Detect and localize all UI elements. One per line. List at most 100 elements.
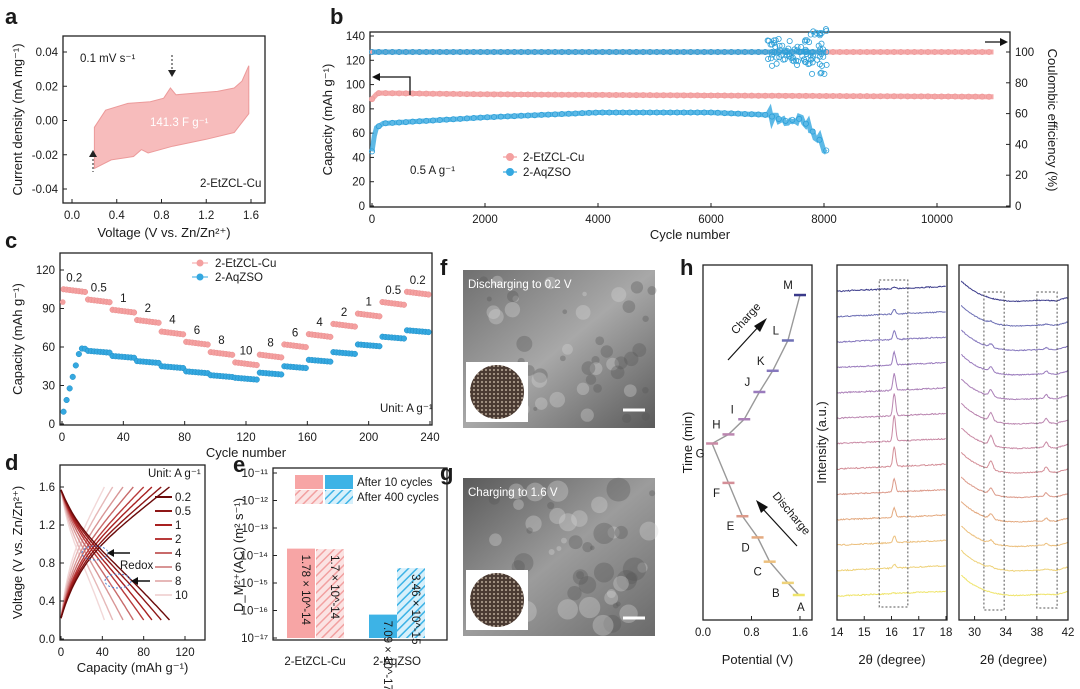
x-axis-label: Capacity (mAh g⁻¹) [77, 660, 189, 675]
sem-texture [548, 549, 555, 556]
ce-marker [402, 49, 409, 56]
capacity-marker [430, 90, 437, 97]
ce-marker [877, 49, 884, 56]
panel-letter: c [5, 228, 17, 253]
legend-label: 0.5 [175, 506, 191, 518]
rate-label: 2 [341, 307, 347, 319]
sem-texture [614, 356, 628, 370]
sem-texture [525, 482, 545, 502]
ce-marker [504, 49, 511, 56]
x-tick-label: 14 [831, 627, 844, 639]
sem-texture [607, 526, 620, 539]
y-tick-label: 0.4 [39, 596, 56, 608]
ce-marker [687, 49, 694, 56]
y-tick-label: 80 [352, 104, 365, 116]
sem-texture [567, 585, 582, 601]
y-axis-label: Current density (mA mg⁻¹) [10, 43, 25, 195]
capacity-marker [443, 90, 450, 97]
y-tick-label: 0.04 [36, 47, 59, 59]
capacity-marker [416, 118, 423, 125]
ce-noise-marker [820, 53, 827, 60]
ce-marker [660, 49, 667, 56]
sem-texture [641, 412, 650, 421]
legend-label: 1 [175, 520, 181, 532]
ce-marker [368, 49, 375, 56]
sem-texture [526, 527, 533, 534]
ce-marker [674, 49, 681, 56]
ce-noise-marker [802, 38, 809, 45]
y-tick-label: 60 [352, 128, 365, 140]
x-tick-label: 17 [912, 627, 925, 639]
rate-marker-etzcl [155, 319, 162, 326]
capacity-marker [470, 115, 477, 122]
sem-texture [642, 386, 649, 394]
capacity-marker [979, 93, 986, 100]
capacity-marker [674, 92, 681, 99]
legend-label: 2-AqZSO [215, 272, 263, 284]
legend-label: 8 [175, 576, 181, 588]
rate-marker-etzcl [425, 291, 432, 298]
sem-texture [578, 596, 601, 619]
capacity-marker [396, 90, 403, 97]
arrow-left-icon [131, 577, 138, 585]
capacity-marker [450, 116, 457, 123]
bar-value-label: 7.09 × 10^-17 [381, 621, 393, 689]
y-tick-label: 0 [359, 201, 365, 213]
ce-noise-marker [809, 52, 816, 59]
x-tick-label: 30 [968, 627, 981, 639]
capacity-marker [511, 113, 518, 120]
x-tick-label: 4000 [585, 214, 611, 226]
ce-marker [857, 49, 864, 56]
capacity-marker [674, 109, 681, 116]
y-tick-label: 10⁻¹⁷ [241, 633, 268, 645]
ce-noise-marker [817, 46, 824, 53]
x-axis-label: Voltage (V vs. Zn/Zn²⁺) [97, 225, 230, 240]
x-axis-label: Cycle number [206, 445, 287, 460]
sem-texture [622, 413, 632, 423]
sem-texture [595, 336, 605, 346]
sem-texture [560, 355, 566, 362]
rate-marker-etzcl [131, 309, 138, 316]
capacity-marker [423, 117, 430, 124]
ce-marker [653, 49, 660, 56]
x-tick-label: 0 [59, 432, 65, 444]
x-tick-label: 1.2 [198, 210, 214, 222]
sem-texture [593, 562, 614, 583]
ce-marker [463, 49, 470, 56]
xrd-pattern [960, 402, 1069, 426]
charge-curve [60, 486, 134, 619]
capacity-marker [457, 115, 464, 122]
sem-texture [549, 391, 566, 408]
highlight-box [878, 279, 909, 608]
unit-label: Unit: A g⁻¹ [380, 403, 433, 415]
sem-texture [613, 575, 629, 592]
capacity-marker [436, 90, 443, 97]
y-tick-label: 60 [42, 342, 55, 354]
capacity-marker [802, 120, 809, 127]
rate-label: 1 [120, 293, 126, 305]
rate-marker-aqzso [253, 376, 260, 383]
sem-texture [491, 275, 504, 287]
ce-marker [497, 49, 504, 56]
plot-frame [702, 264, 813, 621]
capacity-marker [416, 90, 423, 97]
ce-noise-marker [809, 55, 816, 62]
y-tick-label: 10⁻¹⁴ [240, 551, 268, 563]
capacity-marker [741, 110, 748, 117]
sem-texture [632, 343, 647, 358]
sem-texture [572, 569, 589, 585]
ce-marker [694, 49, 701, 56]
ce-noise-marker [818, 69, 825, 76]
capacity-marker [585, 109, 592, 116]
plot-frame [369, 31, 1011, 208]
xrd-pattern [836, 373, 946, 394]
ce-noise-marker [803, 48, 810, 55]
ce-marker [558, 49, 565, 56]
bar [287, 548, 315, 638]
point-label: D [741, 542, 749, 554]
capacity-marker [938, 93, 945, 100]
capacity-marker [531, 91, 538, 98]
x-tick-label: 40 [96, 647, 109, 659]
x-tick-label: 18 [940, 627, 953, 639]
y-axis-label: Capacity (mAh g⁻¹) [320, 64, 335, 176]
